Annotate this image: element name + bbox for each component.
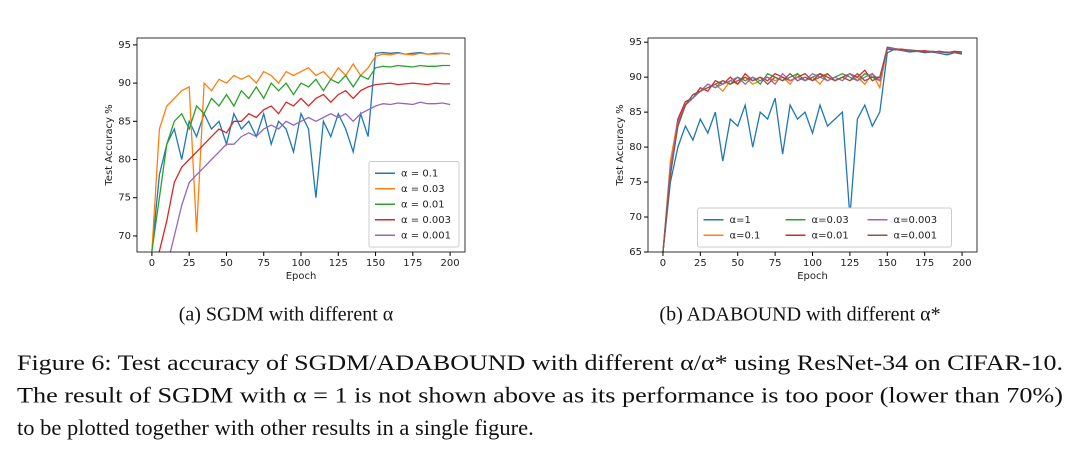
x-tick-label: 200 [441, 258, 460, 269]
y-tick-label: 75 [118, 193, 131, 204]
x-tick-label: 50 [220, 258, 233, 269]
x-tick-label: 25 [694, 258, 707, 269]
axes-frame [136, 37, 466, 253]
y-tick-label: 80 [629, 142, 642, 153]
legend-label: α=1 [730, 215, 751, 226]
y-tick-label: 65 [629, 247, 642, 258]
x-tick-label: 0 [660, 258, 666, 269]
y-tick-label: 75 [629, 177, 642, 188]
subfigure-caption: (b) ADABOUND with different α* [659, 304, 940, 326]
legend-label: α=0.1 [730, 230, 761, 241]
x-tick-label: 75 [257, 258, 270, 269]
y-tick-label: 95 [629, 37, 642, 48]
legend-label: α=0.003 [894, 215, 938, 226]
x-tick-label: 25 [183, 258, 196, 269]
legend-label: α = 0.03 [401, 184, 445, 195]
chart: 0 25 50 75 100 125 150 175 200 65 70 75 80 85 90 95 Epoc… [615, 37, 978, 282]
plot-area [662, 46, 963, 252]
x-tick-label: 0 [149, 258, 155, 269]
legend-label: α=0.01 [812, 230, 849, 241]
x-tick-label: 200 [952, 258, 971, 269]
y-axis-label: Test Accuracy % [104, 104, 115, 186]
x-tick-label: 150 [366, 258, 385, 269]
x-tick-label: 125 [329, 258, 348, 269]
y-tick-label: 85 [629, 107, 642, 118]
y-tick-label: 80 [118, 155, 131, 166]
x-tick-label: 175 [403, 258, 422, 269]
y-tick-label: 85 [118, 116, 131, 127]
figure-caption-line: to be plotted together with other result… [17, 415, 534, 440]
y-tick-label: 70 [629, 212, 642, 223]
x-tick-label: 175 [915, 258, 934, 269]
x-tick-label: 50 [731, 258, 744, 269]
legend-box [368, 161, 460, 248]
subfigure-caption: (a) SGDM with different α [179, 304, 394, 326]
y-tick-label: 90 [118, 78, 131, 89]
plot-area [151, 51, 451, 252]
series-line [662, 48, 963, 252]
legend-box [697, 207, 952, 248]
legend-label: α = 0.003 [401, 215, 451, 226]
y-tick-label: 90 [629, 72, 642, 83]
x-tick-label: 75 [769, 258, 782, 269]
series-line [151, 64, 451, 252]
legend-label: α = 0.1 [401, 168, 438, 179]
figure-caption-line: Figure 6: Test accuracy of SGDM/ADABOUND… [17, 350, 1063, 375]
y-tick-label: 95 [118, 40, 131, 51]
legend-label: α=0.03 [812, 215, 849, 226]
series-line [662, 48, 963, 252]
legend-label: α = 0.01 [401, 199, 445, 210]
figure-caption-line: The result of SGDM with α = 1 is not sho… [17, 383, 1063, 408]
axes-frame [647, 37, 978, 253]
legend-label: α=0.001 [894, 230, 938, 241]
x-tick-label: 100 [803, 258, 822, 269]
y-tick-label: 70 [118, 231, 131, 242]
x-tick-label: 100 [291, 258, 310, 269]
y-axis-label: Test Accuracy % [615, 104, 626, 186]
x-axis-label: Epoch [797, 271, 828, 282]
x-axis-label: Epoch [286, 271, 317, 282]
legend-label: α = 0.001 [401, 230, 451, 241]
chart: 0 25 50 75 100 125 150 175 200 70 75 80 85 90 95 Epoch T… [104, 37, 466, 282]
x-tick-label: 150 [878, 258, 897, 269]
series-line [151, 52, 451, 252]
series-line [169, 101, 451, 252]
series-line [158, 82, 451, 252]
x-tick-label: 125 [840, 258, 859, 269]
